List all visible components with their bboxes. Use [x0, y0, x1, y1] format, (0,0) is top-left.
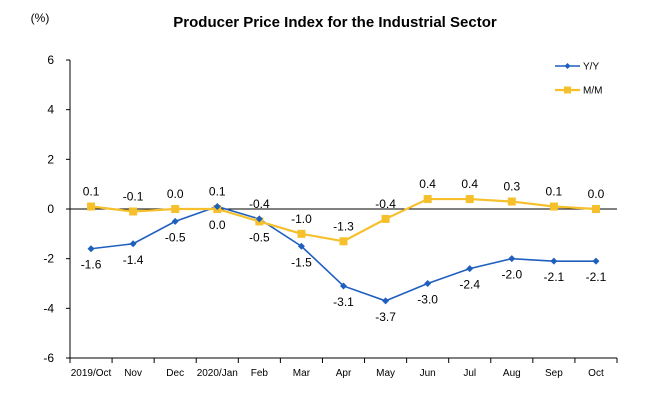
yy-data-label: -0.4 — [249, 197, 270, 211]
mm-data-label: 0.4 — [461, 177, 478, 191]
mm-data-label: 0.1 — [546, 185, 563, 199]
y-tick-label: -4 — [43, 301, 54, 315]
yy-point — [171, 217, 179, 225]
x-tick-label: Nov — [124, 368, 142, 379]
yy-data-label: -3.7 — [375, 310, 396, 324]
mm-data-label: -0.4 — [375, 197, 396, 211]
mm-point — [171, 205, 180, 213]
yy-data-label: -2.0 — [501, 268, 522, 282]
yy-data-label: -3.1 — [333, 295, 354, 309]
yy-point — [340, 282, 347, 290]
yy-point — [129, 240, 137, 248]
mm-data-label: -0.1 — [123, 189, 144, 203]
mm-data-label: 0.0 — [167, 187, 184, 201]
mm-data-label: 0.1 — [83, 185, 100, 199]
yy-data-label: -3.0 — [417, 293, 438, 307]
yy-point — [424, 280, 432, 287]
yy-point — [213, 203, 221, 211]
yy-data-label: 0.1 — [209, 185, 226, 199]
mm-data-label: 0.0 — [209, 218, 226, 232]
yy-point — [466, 265, 474, 273]
yy-point — [550, 257, 558, 265]
yy-data-label: -1.5 — [291, 255, 312, 269]
mm-data-label: 0.3 — [503, 180, 520, 194]
x-tick-label: Aug — [503, 368, 521, 379]
axes: 6 4 2 0 -2 -4 -6 2019/Oct Nov Dec 2020/Jan Feb Mar Ap… — [43, 53, 618, 379]
x-tick-label: Dec — [166, 368, 184, 379]
x-tick-label: Oct — [588, 368, 604, 379]
mm-data-label: -1.3 — [333, 219, 354, 233]
x-tick-label: Sep — [545, 368, 563, 379]
legend-marker-yy — [564, 63, 571, 69]
mm-point — [381, 214, 390, 223]
legend: Y/Y M/M — [555, 62, 602, 97]
mm-data-label: -0.5 — [249, 230, 270, 244]
mm-data-label: -1.0 — [291, 212, 312, 226]
yy-point — [297, 242, 305, 250]
mm-point — [507, 197, 516, 206]
y-tick-label: 6 — [47, 53, 54, 67]
unit-label: (%) — [31, 11, 50, 25]
yy-data-label: -2.1 — [586, 270, 607, 284]
x-tick-label: May — [376, 368, 395, 379]
x-tick-label: Mar — [293, 368, 311, 379]
legend-label-yy: Y/Y — [583, 62, 599, 73]
mm-point — [129, 207, 138, 216]
yy-data-label: -1.4 — [123, 253, 144, 267]
y-tick-label: 0 — [47, 202, 54, 216]
x-tick-label: Jul — [463, 368, 476, 379]
yy-data-label: -1.6 — [81, 258, 102, 272]
x-tick-label: Feb — [251, 368, 269, 379]
mm-point — [297, 229, 306, 238]
chart-title: Producer Price Index for the Industrial … — [173, 14, 497, 31]
x-tick-label: 2020/Jan — [197, 368, 238, 379]
x-tick-label: Jun — [420, 368, 436, 379]
yy-point — [382, 297, 390, 305]
mm-point — [465, 195, 474, 204]
yy-point — [87, 245, 95, 253]
mm-point — [591, 205, 600, 213]
yy-point — [592, 257, 600, 265]
y-tick-label: -2 — [43, 252, 54, 266]
yy-data-label: -2.4 — [459, 278, 480, 292]
mm-data-label: 0.0 — [588, 187, 605, 201]
yy-data-label: -2.1 — [544, 270, 565, 284]
yy-point — [255, 215, 263, 223]
y-tick-label: -6 — [43, 351, 54, 365]
x-tick-label: Apr — [336, 368, 352, 379]
series-layer — [87, 195, 600, 305]
x-tick-label: 2019/Oct — [71, 368, 112, 379]
data-labels: -1.6 0.1 -1.4 -0.1 -0.5 0.0 0.1 0.0 -0.4 -0.5 -1.5… — [81, 177, 607, 324]
legend-marker-mm — [564, 86, 571, 94]
mm-point — [423, 195, 432, 204]
mm-point — [339, 237, 348, 246]
mm-point — [87, 202, 96, 211]
legend-label-mm: M/M — [583, 86, 602, 97]
mm-data-label: 0.4 — [419, 177, 436, 191]
yy-point — [508, 255, 516, 263]
y-tick-label: 4 — [47, 103, 54, 117]
yy-data-label: -0.5 — [165, 230, 186, 244]
y-tick-label: 2 — [47, 152, 54, 166]
mm-point — [549, 202, 558, 211]
